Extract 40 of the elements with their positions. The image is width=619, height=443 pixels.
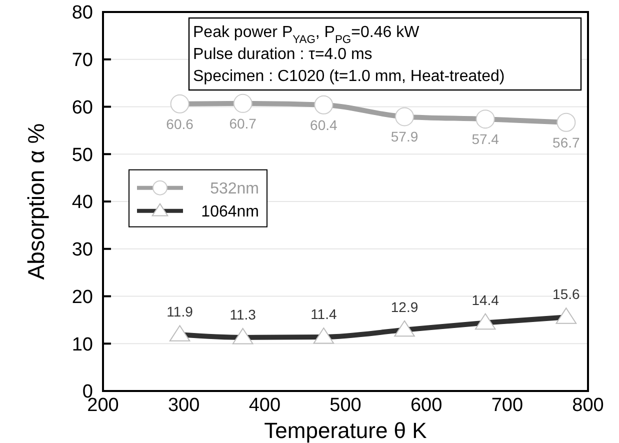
y-tick-label: 20: [72, 286, 93, 308]
y-tick-label: 50: [72, 144, 93, 166]
y-tick-label: 80: [72, 2, 93, 24]
x-tick-label: 300: [168, 395, 200, 416]
legend-label: 532nm: [210, 180, 259, 198]
data-label: 60.6: [166, 116, 194, 132]
data-label: 11.9: [166, 304, 194, 320]
data-label: 56.7: [552, 134, 580, 150]
x-axis-title: Temperature θ K: [264, 418, 428, 443]
point: [395, 107, 414, 126]
legend-label: 1064nm: [201, 203, 259, 220]
point: [556, 112, 576, 132]
x-tick-label: 800: [572, 395, 604, 416]
y-tick-label: 30: [72, 240, 93, 261]
data-label: 15.6: [552, 286, 580, 302]
annotation: Pulse duration : τ=4.0 ms: [193, 46, 372, 63]
point: [233, 94, 252, 113]
point: [476, 110, 495, 129]
annotation: Peak power P$_{YAG}$, P$_{PG}$=0.46 kW: [193, 24, 420, 46]
y-tick-label: 40: [72, 192, 93, 214]
data-label: 60.4: [310, 116, 338, 133]
x-tick-label: 600: [410, 395, 442, 416]
y-tick-label: 10: [72, 334, 93, 356]
data-label: 57.4: [472, 131, 500, 148]
x-tick-label: 400: [248, 395, 281, 416]
point: [314, 95, 334, 114]
data-label: 60.7: [229, 115, 257, 132]
y-axis-title: Absorption α %: [23, 123, 49, 280]
point: [170, 94, 190, 114]
data-label: 57.9: [390, 128, 418, 145]
data-label: 14.4: [472, 292, 500, 308]
note-box: Peak power P$_{YAG}$, P$_{PG}$=0.46 kW Pulse duration : τ=4.0 ms Specimen : C1020 (t=1.0 mm, Heat-treated): [188, 17, 582, 91]
data-label: 12.9: [390, 298, 418, 315]
x-tick-label: 700: [491, 395, 524, 416]
y-tick-label: 70: [72, 50, 93, 72]
x-tick-label: 500: [330, 395, 362, 416]
data-label: 11.4: [310, 306, 337, 322]
data-label: 11.3: [230, 306, 256, 322]
annotation: Specimen : C1020 (t=1.0 mm, Heat-treated): [193, 68, 505, 85]
y-tick-label: 60: [72, 97, 93, 118]
